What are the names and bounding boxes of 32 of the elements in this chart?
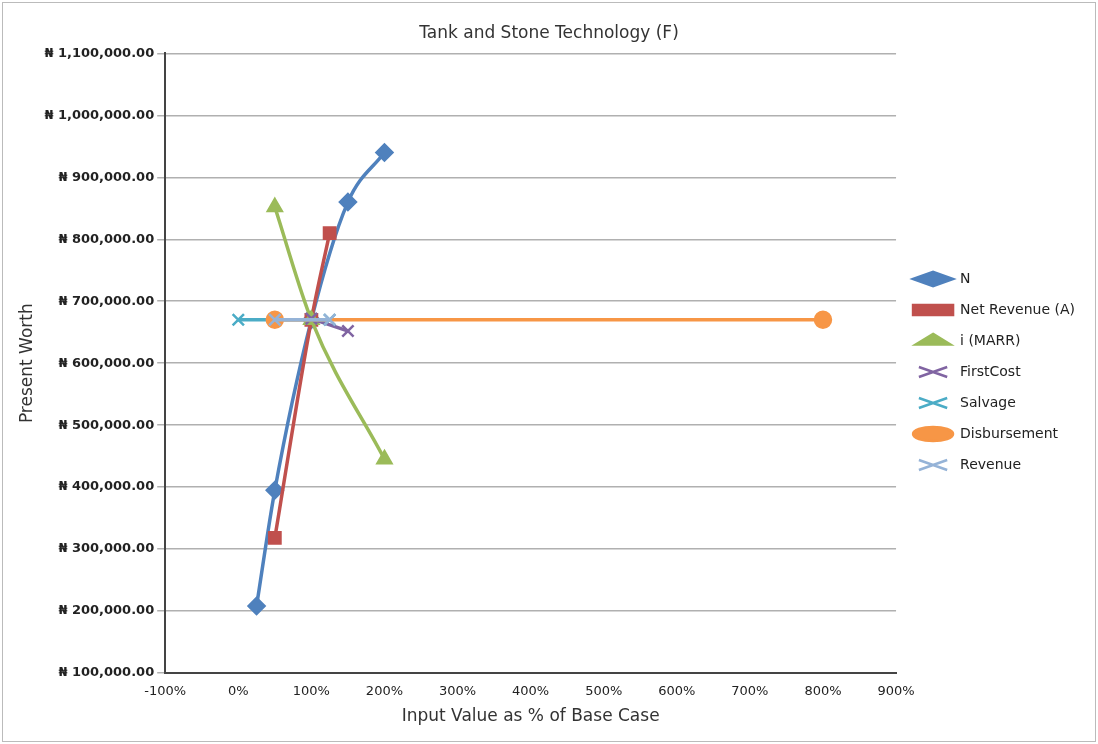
legend-label: i (MARR) <box>960 331 1021 348</box>
x-tick-label: 0% <box>227 683 249 699</box>
x-tick-label: 500% <box>585 683 623 699</box>
y-axis-title: Present Worth <box>15 303 36 424</box>
legend-label: Salvage <box>960 393 1016 410</box>
x-tick-label: 700% <box>731 683 769 699</box>
legend-label: Net Revenue (A) <box>960 300 1076 317</box>
y-tick-label: ₦ 1,100,000.00 <box>44 44 155 60</box>
y-tick-label: ₦ 800,000.00 <box>58 230 155 246</box>
x-tick-label: 400% <box>512 683 550 699</box>
y-tick-label: ₦ 300,000.00 <box>58 540 155 556</box>
y-tick-label: ₦ 100,000.00 <box>58 664 155 680</box>
y-tick-label: ₦ 500,000.00 <box>58 416 155 432</box>
legend-label: FirstCost <box>960 362 1022 379</box>
x-tick-label: 300% <box>438 683 477 699</box>
legend-label: Disbursement <box>960 424 1059 441</box>
x-tick-label: 100% <box>292 683 330 699</box>
x-tick-label: 600% <box>658 683 696 699</box>
y-tick-label: ₦ 1,000,000.00 <box>44 106 155 122</box>
x-axis-title: Input Value as % of Base Case <box>401 705 660 726</box>
legend-label: N <box>960 269 971 286</box>
y-tick-label: ₦ 400,000.00 <box>58 478 155 494</box>
legend-label: Revenue <box>960 455 1022 472</box>
x-tick-label: 900% <box>877 683 915 699</box>
y-tick-label: ₦ 200,000.00 <box>58 602 155 618</box>
y-tick-label: ₦ 700,000.00 <box>58 292 155 308</box>
x-tick-label: 800% <box>804 683 842 699</box>
chart-title: Tank and Stone Technology (F) <box>418 21 679 42</box>
y-tick-label: ₦ 900,000.00 <box>58 168 155 184</box>
x-tick-label: -100% <box>144 683 187 699</box>
x-tick-label: 200% <box>365 683 404 699</box>
y-tick-label: ₦ 600,000.00 <box>58 354 155 370</box>
